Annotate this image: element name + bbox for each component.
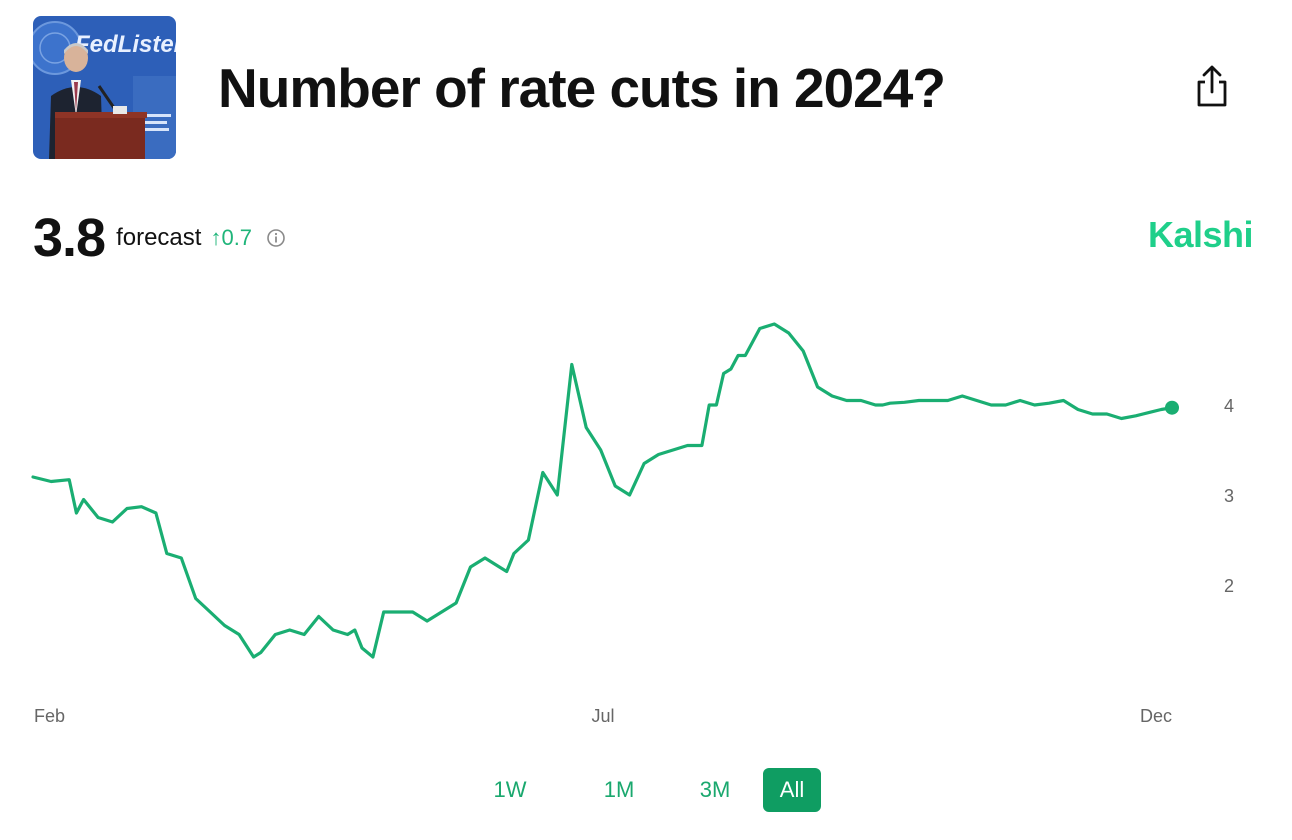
forecast-delta: ↑0.7 (210, 225, 253, 250)
market-thumbnail: FedListens (33, 16, 176, 159)
forecast-chart: 2 3 4 Feb Jul Dec (31, 322, 1234, 726)
range-1w[interactable]: 1W (477, 768, 543, 812)
info-button[interactable] (266, 228, 286, 248)
thumbnail-logo-text: FedListens (75, 31, 176, 58)
x-tick-label: Jul (591, 706, 614, 726)
y-axis: 2 3 4 (1224, 396, 1234, 596)
current-value-dot (1165, 400, 1179, 415)
fed-chair-photo: FedListens (33, 16, 176, 159)
range-1m[interactable]: 1M (571, 768, 667, 812)
x-tick-label: Dec (1140, 706, 1172, 726)
forecast-summary: 3.8 forecast ↑0.7 (33, 206, 286, 270)
x-axis: Feb Jul Dec (34, 706, 1172, 726)
range-all[interactable]: All (763, 768, 821, 812)
time-range-selector: 1W 1M 3M All (477, 768, 821, 812)
market-title: Number of rate cuts in 2024? (218, 57, 946, 119)
info-icon (267, 229, 285, 247)
forecast-value: 3.8 (33, 208, 106, 268)
y-tick-label: 3 (1224, 486, 1234, 506)
share-icon (1197, 65, 1227, 107)
brand-logo[interactable]: Kalshi (1148, 214, 1254, 255)
range-3m[interactable]: 3M (667, 768, 763, 812)
x-tick-label: Feb (34, 706, 65, 726)
forecast-label: forecast (116, 224, 202, 251)
forecast-line-series (31, 322, 1174, 659)
y-tick-label: 4 (1224, 396, 1234, 416)
share-button[interactable] (1190, 64, 1234, 112)
y-tick-label: 2 (1224, 576, 1234, 596)
